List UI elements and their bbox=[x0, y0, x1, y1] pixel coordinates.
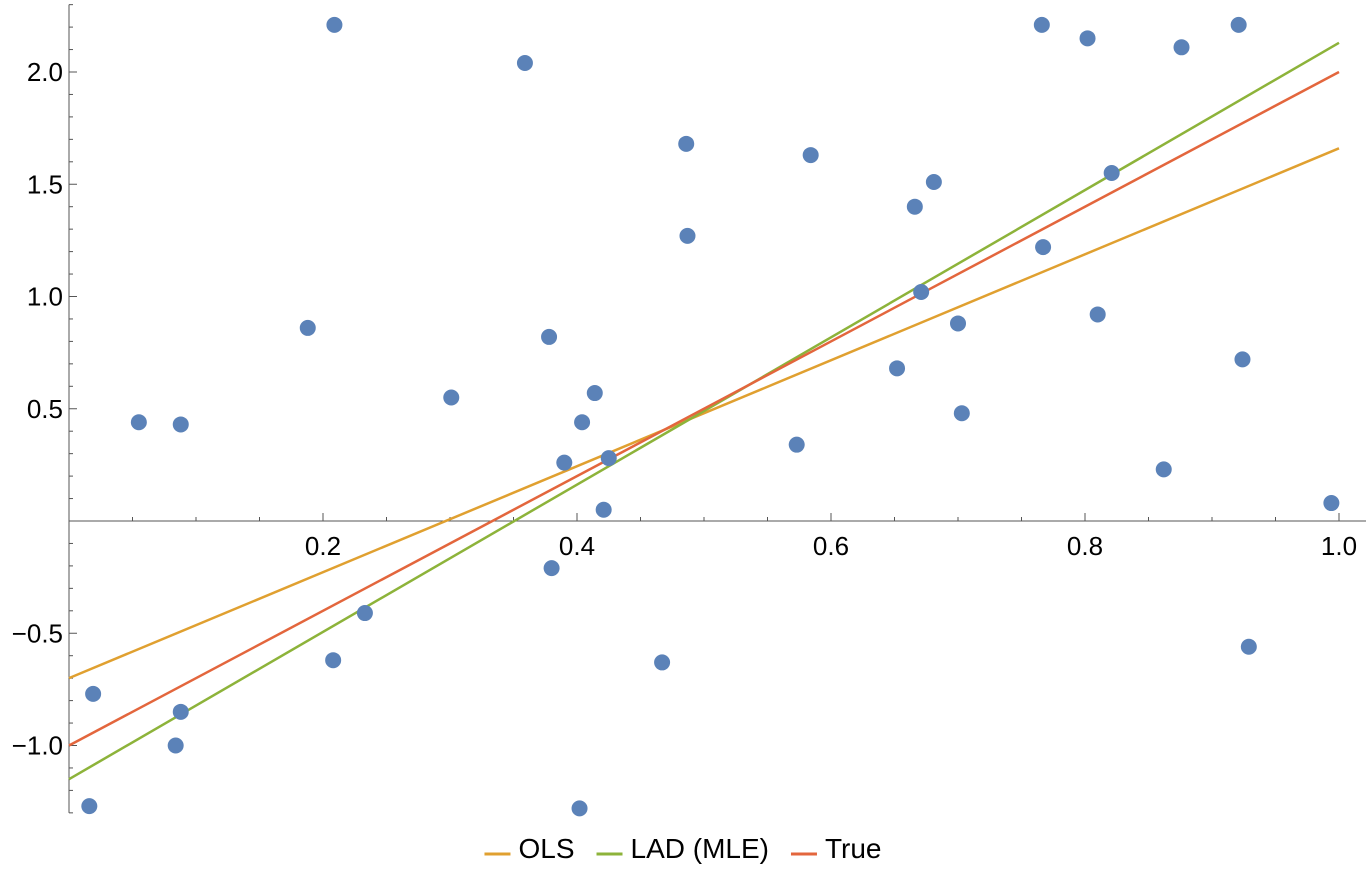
data-point bbox=[574, 414, 591, 431]
data-point bbox=[543, 560, 560, 577]
data-point bbox=[81, 798, 98, 815]
series-line-true bbox=[68, 70, 1340, 747]
data-point bbox=[167, 737, 184, 754]
data-point bbox=[1033, 16, 1050, 33]
data-point bbox=[130, 414, 147, 431]
data-point bbox=[1103, 165, 1120, 182]
y-tick-label: −1.0 bbox=[12, 731, 63, 761]
data-point bbox=[356, 605, 373, 622]
data-point bbox=[950, 315, 966, 332]
data-point bbox=[586, 385, 603, 402]
data-point bbox=[516, 55, 533, 72]
data-point bbox=[571, 800, 588, 817]
y-tick-label: −0.5 bbox=[12, 618, 63, 648]
data-point bbox=[1230, 16, 1247, 33]
data-point bbox=[443, 389, 460, 406]
series-line-ols bbox=[68, 147, 1340, 680]
legend-label: LAD (MLE) bbox=[631, 833, 769, 864]
data-point bbox=[678, 135, 695, 152]
legend-label: True bbox=[825, 833, 882, 864]
data-point bbox=[1240, 638, 1257, 655]
y-tick-label: 0.5 bbox=[27, 394, 63, 424]
y-tick-label: 1.5 bbox=[27, 169, 63, 199]
y-tick-label: 2.0 bbox=[27, 57, 63, 87]
data-point bbox=[556, 454, 573, 471]
data-point bbox=[600, 450, 617, 467]
data-point bbox=[1323, 495, 1340, 512]
data-point bbox=[1234, 351, 1251, 368]
x-tick-label: 1.0 bbox=[1321, 531, 1357, 561]
data-point bbox=[906, 198, 923, 215]
data-point bbox=[541, 328, 558, 345]
data-point bbox=[889, 360, 906, 377]
data-point bbox=[85, 685, 102, 702]
data-point bbox=[1155, 461, 1172, 478]
data-point bbox=[1035, 239, 1052, 256]
x-tick-label: 0.4 bbox=[559, 531, 595, 561]
data-point bbox=[679, 227, 696, 244]
data-point bbox=[172, 416, 189, 433]
data-point bbox=[325, 652, 342, 669]
data-points bbox=[81, 16, 1340, 817]
y-tick-label: 1.0 bbox=[27, 282, 63, 312]
data-point bbox=[913, 284, 930, 301]
data-point bbox=[595, 501, 612, 518]
legend: OLS LAD (MLE) True bbox=[484, 833, 882, 864]
data-point bbox=[953, 405, 970, 422]
data-point bbox=[788, 436, 805, 453]
data-point bbox=[1173, 39, 1190, 56]
x-tick-label: 0.6 bbox=[813, 531, 849, 561]
series-line-lad-mle bbox=[68, 41, 1340, 781]
data-point bbox=[299, 319, 316, 336]
data-point bbox=[326, 16, 343, 33]
data-point bbox=[802, 147, 819, 164]
data-point bbox=[1079, 30, 1096, 47]
data-point bbox=[1089, 306, 1106, 323]
legend-label: OLS bbox=[518, 833, 574, 864]
tick-labels: 0.2 0.4 0.6 0.8 1.0 −1.0 −0.5 0.5 1.0 1.5 2.0 bbox=[12, 57, 1357, 761]
data-point bbox=[925, 174, 942, 191]
x-tick-label: 0.8 bbox=[1067, 531, 1103, 561]
x-tick-label: 0.2 bbox=[305, 531, 341, 561]
data-point bbox=[172, 703, 189, 720]
fit-lines bbox=[68, 41, 1340, 781]
data-point bbox=[654, 654, 671, 671]
